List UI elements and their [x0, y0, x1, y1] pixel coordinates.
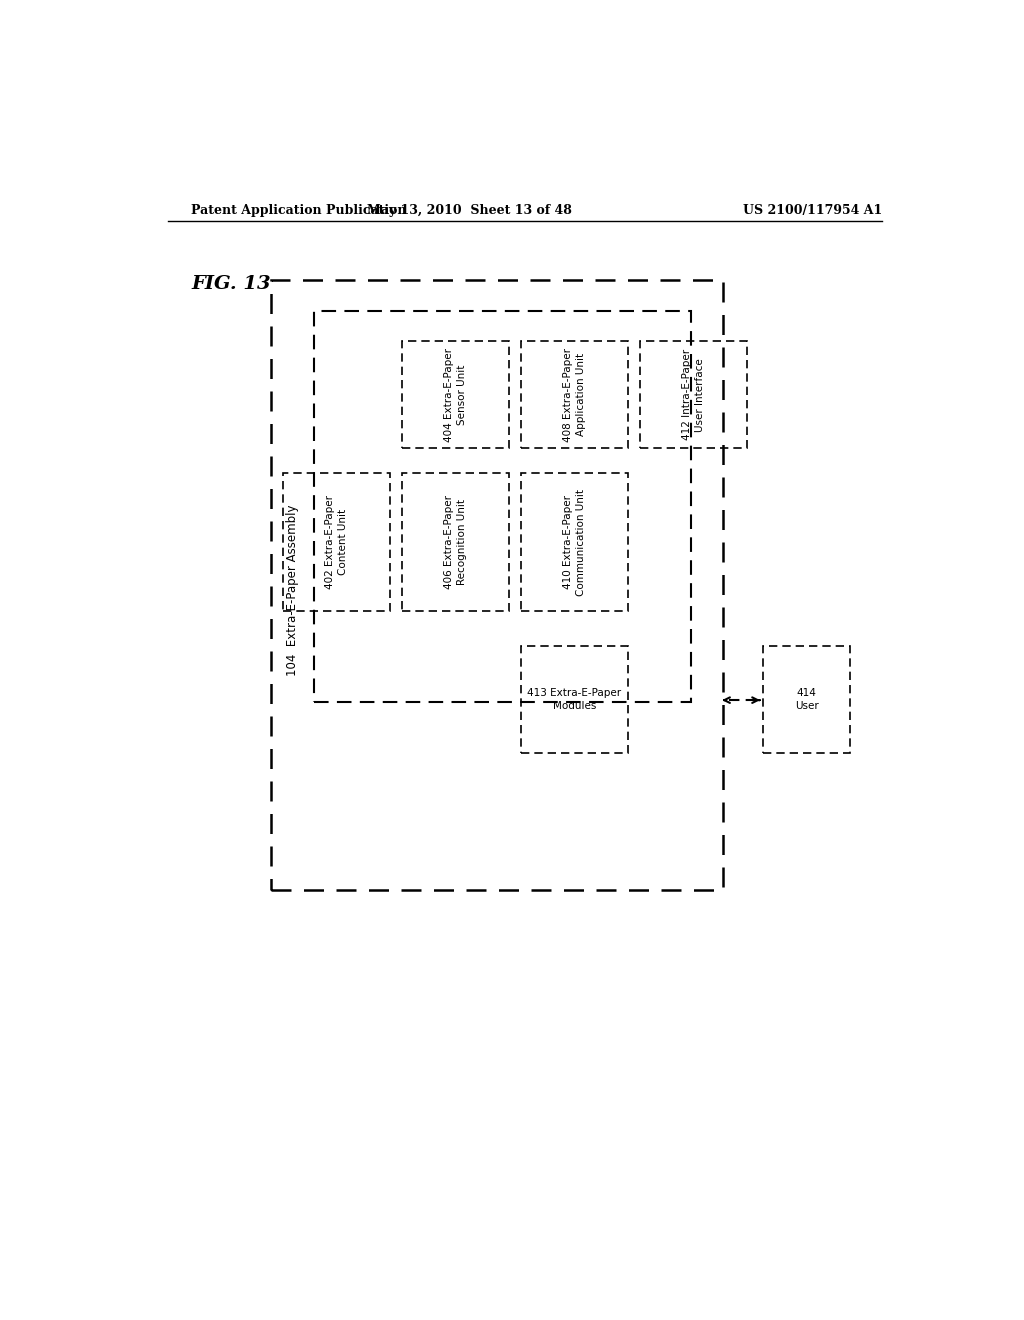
Text: US 2100/117954 A1: US 2100/117954 A1: [742, 205, 882, 216]
Text: 104  Extra-E-Paper Assembly: 104 Extra-E-Paper Assembly: [286, 504, 299, 676]
Text: Patent Application Publication: Patent Application Publication: [191, 205, 407, 216]
Text: FIG. 13: FIG. 13: [191, 276, 271, 293]
Text: 414
User: 414 User: [795, 688, 818, 711]
Text: 406 Extra-E-Paper
Recognition Unit: 406 Extra-E-Paper Recognition Unit: [443, 495, 467, 589]
Text: 404 Extra-E-Paper
Sensor Unit: 404 Extra-E-Paper Sensor Unit: [443, 347, 467, 442]
Text: 402 Extra-E-Paper
Content Unit: 402 Extra-E-Paper Content Unit: [325, 495, 348, 589]
Text: May 13, 2010  Sheet 13 of 48: May 13, 2010 Sheet 13 of 48: [367, 205, 571, 216]
Text: 410 Extra-E-Paper
Communication Unit: 410 Extra-E-Paper Communication Unit: [563, 488, 586, 595]
Text: 413 Extra-E-Paper
Modules: 413 Extra-E-Paper Modules: [527, 688, 622, 711]
Text: 412 Intra-E-Paper
User Interface: 412 Intra-E-Paper User Interface: [682, 350, 706, 441]
Text: 408 Extra-E-Paper
Application Unit: 408 Extra-E-Paper Application Unit: [563, 347, 586, 442]
